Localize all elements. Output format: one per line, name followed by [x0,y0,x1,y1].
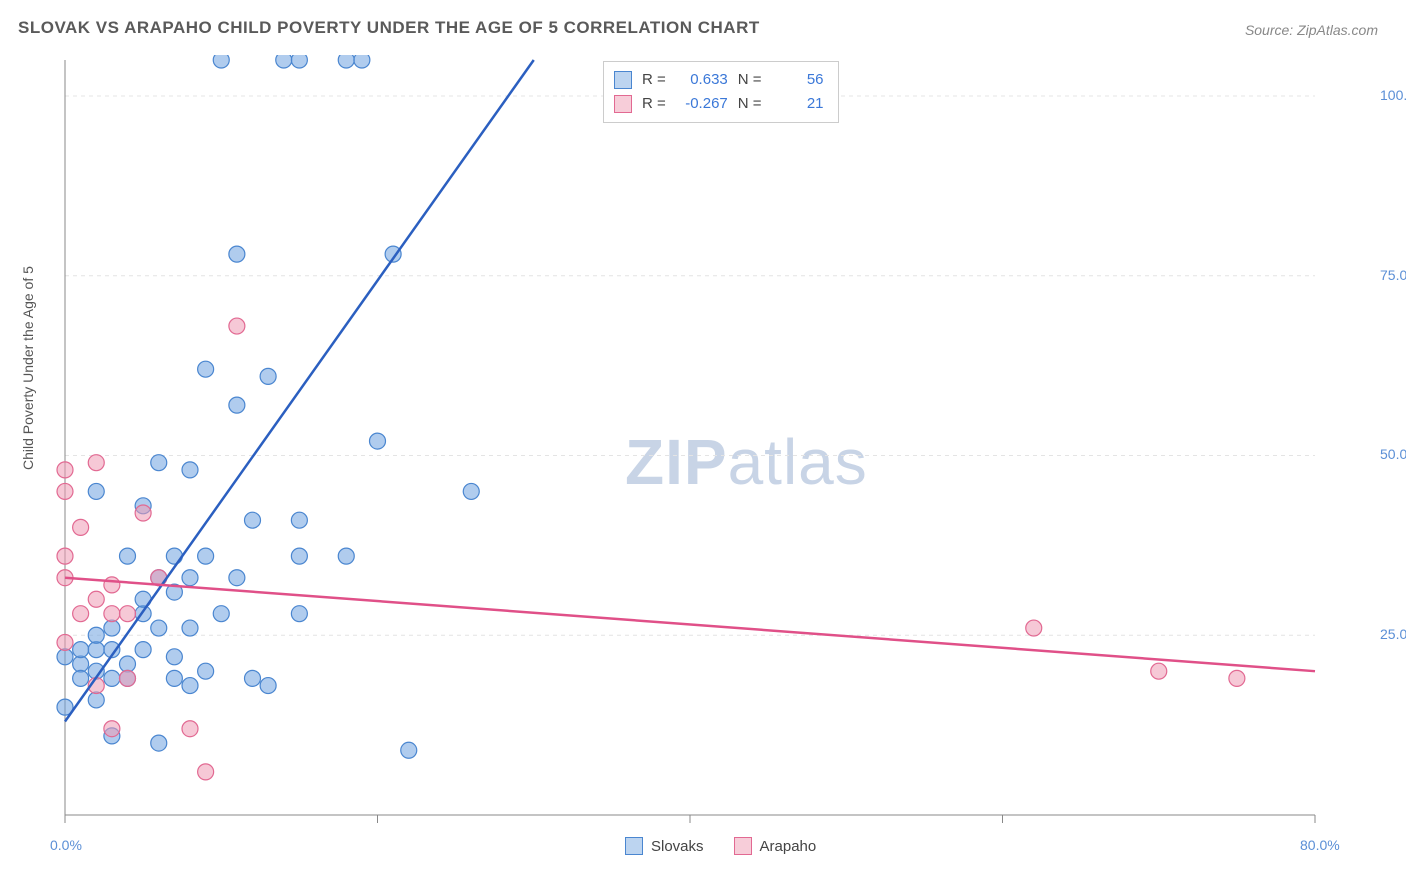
source-attribution: Source: ZipAtlas.com [1245,22,1378,38]
scatter-plot [55,55,1375,825]
swatch-arapaho [614,95,632,113]
n-label: N = [738,68,762,92]
x-tick-label: 80.0% [1300,837,1340,853]
y-tick-label: 75.0% [1380,267,1406,283]
legend-label-slovaks: Slovaks [651,838,704,855]
stats-box: R = 0.633 N = 56 R = -0.267 N = 21 [603,61,839,123]
y-tick-label: 25.0% [1380,626,1406,642]
n-label: N = [738,92,762,116]
stats-row-arapaho: R = -0.267 N = 21 [614,92,824,116]
chart-title: SLOVAK VS ARAPAHO CHILD POVERTY UNDER TH… [18,18,760,38]
legend-swatch-slovaks [625,837,643,855]
legend-label-arapaho: Arapaho [760,838,817,855]
r-label: R = [642,92,666,116]
legend-item-slovaks: Slovaks [625,837,704,855]
y-tick-label: 50.0% [1380,446,1406,462]
chart-area: ZIPatlas R = 0.633 N = 56 R = -0.267 N =… [55,55,1375,825]
r-label: R = [642,68,666,92]
r-value-arapaho: -0.267 [676,92,728,116]
legend-item-arapaho: Arapaho [734,837,817,855]
n-value-slovaks: 56 [772,68,824,92]
x-tick-label: 0.0% [50,837,82,853]
swatch-slovaks [614,71,632,89]
legend: Slovaks Arapaho [625,837,816,855]
y-tick-label: 100.0% [1380,87,1406,103]
stats-row-slovaks: R = 0.633 N = 56 [614,68,824,92]
y-axis-label: Child Poverty Under the Age of 5 [20,266,36,470]
r-value-slovaks: 0.633 [676,68,728,92]
legend-swatch-arapaho [734,837,752,855]
n-value-arapaho: 21 [772,92,824,116]
